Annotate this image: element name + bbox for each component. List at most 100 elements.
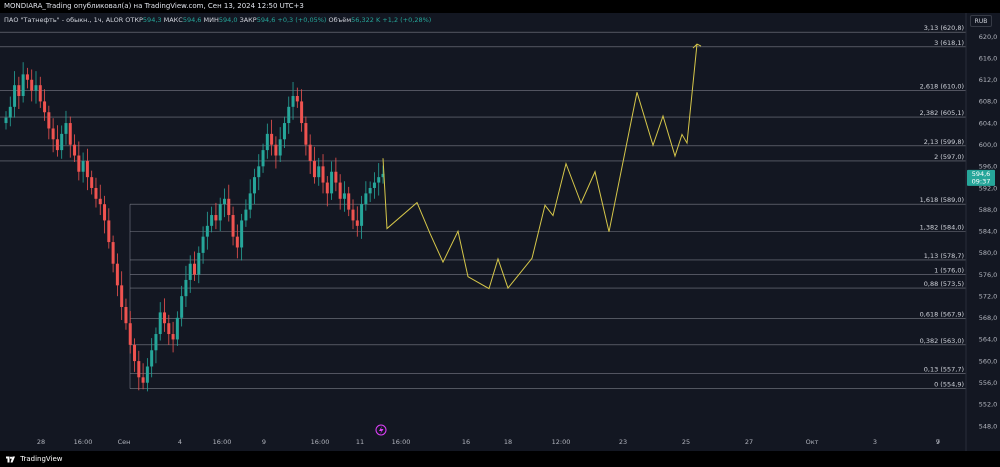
price-tick-label: 548,0 [979,422,998,430]
candle-body [282,123,286,140]
fib-label: 0,88 (573,5) [924,280,964,288]
price-tick-label: 556,0 [979,379,998,387]
candle-body [115,263,119,286]
candle-body [338,182,342,199]
time-tick-label: 11 [356,438,364,446]
price-tick-label: 560,0 [979,357,998,365]
price-tick-label: 588,0 [979,206,998,214]
time-tick-label: 12:00 [552,438,571,446]
price-badge-bg [967,169,995,186]
candle-body [325,182,329,194]
fib-label: 1,13 (578,7) [924,252,964,260]
candle-body [248,193,252,210]
candle-body [257,166,261,178]
candle-body [103,204,107,221]
candle-body [197,252,201,275]
symbol-name[interactable]: ПАО "Татнефть" - обыкн., 1ч, ALOR [4,16,124,24]
low-label: МИН [203,16,219,24]
candle-body [372,182,376,188]
candle-body [342,193,346,199]
fib-label: 0,382 (563,0) [920,337,964,345]
close-label: ЗАКР [239,16,257,24]
price-badge: 594,6 09:37 [967,169,995,186]
price-tick-label: 620,0 [979,33,998,41]
fib-label: 2,13 (599,8) [924,138,964,146]
publisher-text: MONDIARA_Trading опубликовал(а) на Tradi… [4,2,304,10]
candles [4,62,385,392]
candle-body [68,123,72,145]
fib-label: 2,382 (605,1) [920,109,964,117]
candle-body [120,285,124,307]
price-tick-label: 612,0 [979,76,998,84]
candle-body [154,334,158,351]
symbol-legend: ПАО "Татнефть" - обыкн., 1ч, ALOR ОТКР59… [4,15,431,25]
fib-grid: 3,13 (620,8) 3 (618,1) 2,618 (610,0) 2,382 … [0,24,966,389]
time-tick-label: 4 [178,438,182,446]
candle-body [64,123,68,134]
candle-body [330,171,334,194]
candle-body [34,85,38,91]
candle-body [231,215,235,237]
candle-body [295,96,299,102]
time-tick-label: 27 [745,438,753,446]
fib-label: 3,13 (620,8) [924,24,964,32]
candle-body [360,204,364,226]
price-tick-label: 596,0 [979,163,998,171]
price-tick-label: 580,0 [979,249,998,257]
lightning-icon[interactable] [375,424,387,436]
fib-label: 0 (554,9) [934,381,964,389]
time-tick-label: 9 [262,438,266,446]
price-badge-timer: 09:37 [972,177,991,185]
candle-body [81,160,85,172]
candle-body [21,74,25,97]
time-tick-label: 3 [873,438,877,446]
candle-body [351,209,355,221]
time-tick-label: 16:00 [392,438,411,446]
price-tick-label: 552,0 [979,401,998,409]
fib-label: 2,618 (610,0) [920,83,964,91]
time-tick-label: Сен [118,438,131,446]
price-tick-label: 604,0 [979,119,998,127]
candle-body [235,236,239,248]
candle-body [4,117,8,124]
candle-body [150,350,154,367]
candle-body [308,144,312,161]
candle-body [334,171,338,183]
volume-label: Объём [328,16,352,24]
price-tick-label: 572,0 [979,292,998,300]
candle-body [317,166,321,178]
candle-body [163,312,167,324]
candle-body [77,155,81,172]
price-chart[interactable]: 3,13 (620,8) 3 (618,1) 2,618 (610,0) 2,382 … [0,0,1000,451]
close-value: 594,6 [256,16,276,24]
high-value: 594,6 [182,16,202,24]
time-tick-label: 18 [504,438,512,446]
time-tick-label: 16:00 [311,438,330,446]
candle-body [355,220,359,226]
volume-value: 56,322 K [351,16,381,24]
candle-body [240,220,244,248]
candle-body [55,139,59,151]
price-badge-price: 594,6 [972,170,991,178]
candle-body [111,242,115,264]
candle-body [214,215,218,221]
time-tick-label: 7 [936,438,940,446]
candle-body [8,106,12,118]
candle-body [107,220,111,243]
projection-arrowhead [692,43,702,49]
candle-body [73,144,77,156]
candle-body [25,74,29,80]
candle-body [368,187,372,194]
candle-body [38,85,42,102]
price-tick-label: 616,0 [979,54,998,62]
candle-body [17,85,21,97]
currency-button[interactable]: RUB [970,15,992,27]
price-tick-label: 600,0 [979,141,998,149]
candle-body [364,193,368,205]
time-tick-label: 16 [462,438,470,446]
low-value: 594,0 [218,16,238,24]
price-tick-label: 568,0 [979,314,998,322]
candle-body [244,209,248,221]
price-axis: 620,0 616,0 612,0 608,0 604,0 600,0 596,0 592,0… [979,33,998,430]
time-axis: 28 16:00 Сен 4 16:00 9 16:00 11 16:00 16 18 12:00 23… [37,438,940,446]
